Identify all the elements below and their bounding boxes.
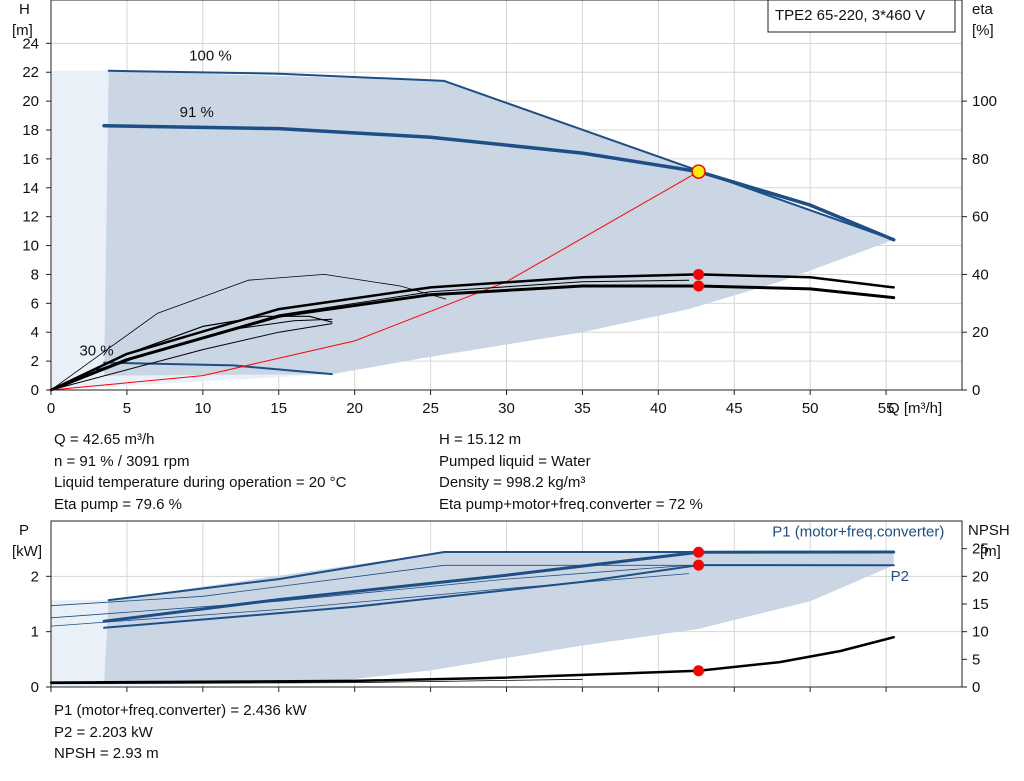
y-tick-label: 0 [31,679,39,696]
right-tick-label: 0 [972,679,980,696]
head-curve-eta-7 [50,315,333,391]
power-duty-dot [693,665,705,677]
right-tick-label: 20 [972,324,989,341]
pumped-liquid-readout: Pumped liquid = Water [439,452,591,470]
head-curve-30- [103,361,333,376]
x-tick-label: 45 [726,400,743,417]
eta-pump-readout: Eta pump = 79.6 % [54,495,182,513]
head-operating-point [691,164,706,179]
power-right-label: NPSH [968,522,1010,539]
x-axis-label: Q [m³/h] [888,400,942,417]
y-tick-label: 18 [22,122,39,139]
eta-total-readout: Eta pump+motor+freq.converter = 72 % [439,495,703,513]
p2-readout: P2 = 2.203 kW [54,723,153,741]
head-readout: H = 15.12 m [439,431,522,448]
y-tick-label: 2 [31,568,39,585]
x-tick-label: 5 [123,400,131,417]
x-tick-label: 35 [574,400,591,417]
power-duty-dot [693,559,705,571]
y-tick-label: 12 [22,209,39,226]
head-ylabel-unit: [m] [12,22,33,39]
speed-readout: n = 91 % / 3091 rpm [54,452,190,470]
right-tick-label: 100 [972,93,997,110]
x-tick-label: 10 [194,400,211,417]
head-right-label: eta [972,1,994,18]
x-tick-label: 20 [346,400,363,417]
right-tick-label: 40 [972,266,989,283]
y-tick-label: 22 [22,64,39,81]
npsh-readout: NPSH = 2.93 m [54,745,159,762]
x-tick-label: 50 [802,400,819,417]
duty-point-info-right: H = 15.12 m Pumped liquid = Water Densit… [439,429,703,515]
x-tick-label: 30 [498,400,515,417]
series-label: P2 [891,568,909,585]
power-curve-p1-motor-freq-converter- [107,551,895,602]
x-tick-label: 0 [47,400,55,417]
head-curve-100- [107,69,895,241]
head-curve-eta-9 [96,279,690,371]
duty-point-info-left: Q = 42.65 m³/h n = 91 % / 3091 rpm Liqui… [54,429,346,515]
right-tick-label: 60 [972,209,989,226]
power-curve-thin-7 [50,678,583,685]
right-tick-label: 80 [972,151,989,168]
y-tick-label: 6 [31,295,39,312]
right-tick-label: 0 [972,382,980,399]
y-tick-label: 24 [22,35,39,52]
y-tick-label: 8 [31,266,39,283]
power-curve-thin-3 [50,564,895,607]
x-tick-label: 55 [878,400,895,417]
power-ylabel-unit: [kW] [12,543,42,560]
head-duty-dot [693,280,705,292]
head-curve-eta-5 [49,273,895,392]
power-curve-curve-1 [102,550,896,623]
head-curve-duty-3 [50,171,700,391]
speed-label: 100 % [189,48,232,65]
head-right-label-unit: [%] [972,22,994,39]
head-curve-eta-10 [50,323,333,391]
y-tick-label: 10 [22,238,39,255]
power-info: P1 (motor+freq.converter) = 2.436 kW P2 … [54,700,307,765]
head-curve-91- [102,123,896,242]
p1-readout: P1 (motor+freq.converter) = 2.436 kW [54,702,307,719]
head-duty-dot [693,268,705,280]
y-tick-label: 14 [22,180,39,197]
y-tick-label: 16 [22,151,39,168]
head-curve-thin-4 [50,274,447,391]
speed-label: 91 % [180,104,214,121]
x-tick-label: 25 [422,400,439,417]
right-tick-label: 25 [972,541,989,558]
y-tick-label: 1 [31,624,39,641]
title-box [767,0,956,33]
power-curve-thin-4 [50,564,690,619]
head-operating-range [104,70,894,376]
density-readout: Density = 998.2 kg/m³ [439,474,586,491]
power-operating-range [104,552,894,683]
head-ylabel: H [19,1,30,18]
flow-readout: Q = 42.65 m³/h [54,431,155,448]
x-tick-label: 40 [650,400,667,417]
y-tick-label: 2 [31,353,39,370]
right-tick-label: 20 [972,568,989,585]
speed-label: 30 % [79,342,113,359]
series-label: P1 (motor+freq.converter) [772,523,944,540]
power-duty-dot [693,546,705,558]
power-ylabel: P [19,522,29,539]
y-tick-label: 4 [31,324,39,341]
y-tick-label: 0 [31,382,39,399]
power-right-label-unit: [m] [980,543,1001,560]
right-tick-label: 15 [972,596,989,613]
head-curve-eta-8 [50,318,333,391]
right-tick-label: 5 [972,651,980,668]
liquid-temperature-readout: Liquid temperature during operation = 20… [54,474,347,491]
x-tick-label: 15 [270,400,287,417]
power-curve-thin-5 [50,573,690,627]
y-tick-label: 20 [22,93,39,110]
right-tick-label: 10 [972,624,989,641]
chart-title: TPE2 65-220, 3*460 V [775,7,925,24]
